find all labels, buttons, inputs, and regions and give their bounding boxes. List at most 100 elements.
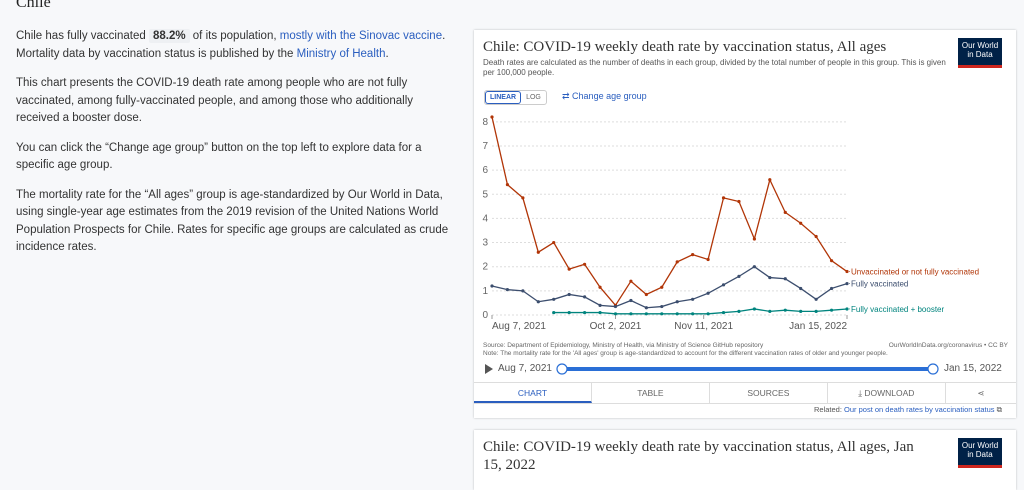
link[interactable]: Ministry of Health: [296, 47, 386, 60]
change-age-button[interactable]: ⇄ Change age group: [562, 91, 647, 101]
data-point: [521, 196, 525, 200]
heading: Chile: [16, 0, 51, 11]
data-point: [598, 310, 602, 315]
data-point: [691, 253, 695, 257]
data-point: [799, 309, 803, 313]
data-point: [567, 310, 571, 315]
data-point: [768, 178, 772, 182]
data-point: [829, 308, 834, 312]
data-point: [721, 283, 726, 287]
data-point: [629, 279, 633, 283]
source: Source: Department of Epidemiology, Mini…: [483, 342, 764, 349]
data-point: [814, 297, 818, 301]
y-tick-label: 8: [482, 117, 488, 128]
link[interactable]: mostly with the Sinovac vaccine: [279, 30, 443, 42]
data-point: [737, 274, 741, 278]
logo[interactable]: Our World in Data: [958, 38, 1002, 68]
timeline-slider[interactable]: [556, 363, 941, 375]
data-point: [552, 310, 556, 315]
y-tick-label: 7: [482, 141, 488, 152]
data-point: [706, 312, 710, 316]
data-point: [490, 115, 494, 119]
chart-card: Chile: COVID-19 weekly death rate by vac…: [474, 30, 1016, 418]
note: Note: The mortality rate for the 'All ag…: [483, 350, 888, 357]
data-point: [536, 300, 540, 304]
share-button[interactable]: ⋖: [977, 388, 985, 398]
chart-subtitle: Death rates are calculated as the number…: [483, 58, 946, 77]
data-point: [845, 269, 849, 274]
data-point: [567, 292, 571, 297]
tab[interactable]: CHART: [474, 383, 592, 403]
paragraph: Chile has fully vaccinated 88.2% of its …: [16, 28, 456, 63]
credit: OurWorldInData.org/coronavirus • CC BY: [888, 342, 1008, 349]
data-point: [598, 303, 602, 307]
tab[interactable]: SOURCES: [710, 383, 828, 403]
data-point: [629, 312, 633, 316]
label: Change age group: [572, 91, 647, 101]
text: Chile has fully vaccinated: [16, 30, 146, 42]
data-point: [521, 289, 525, 293]
data-point: [829, 286, 834, 291]
data-point: [660, 312, 664, 316]
data-point: [752, 307, 756, 311]
related: Related: Our post on death rates by vacc…: [814, 405, 1002, 414]
data-point: [552, 297, 556, 301]
series-label: Fully vaccinated + booster: [851, 305, 944, 314]
tabs: CHART TABLE SOURCES ⤓ DOWNLOAD ⋖: [474, 382, 1016, 404]
data-point: [691, 312, 695, 316]
data-point: [613, 312, 618, 316]
y-tick-label: 5: [482, 189, 488, 200]
data-point: [845, 307, 849, 311]
y-tick-label: 1: [482, 286, 488, 297]
data-point: [783, 308, 787, 312]
text: .: [385, 47, 389, 60]
series-label: Fully vaccinated: [851, 280, 908, 289]
play-button[interactable]: [484, 364, 494, 374]
logo-line: Our World: [961, 441, 999, 450]
y-tick-label: 4: [482, 213, 488, 224]
data-point: [706, 257, 710, 262]
data-point: [737, 309, 741, 313]
data-point: [644, 306, 648, 310]
data-point: [660, 304, 664, 309]
data-point: [799, 221, 803, 225]
paragraph: This chart presents the COVID-19 death r…: [16, 77, 414, 124]
data-point: [721, 310, 726, 315]
scale-button[interactable]: LINEAR: [485, 91, 521, 104]
scale-button[interactable]: LOG: [526, 94, 541, 101]
data-point: [845, 282, 849, 286]
paragraph: You can click the “Change age group” but…: [16, 141, 422, 172]
data-point: [583, 295, 587, 299]
data-point: [752, 237, 756, 241]
data-point: [490, 284, 494, 288]
tab[interactable]: TABLE: [592, 383, 710, 403]
data-point: [829, 259, 834, 263]
data-point: [768, 309, 772, 313]
x-tick-label: Aug 7, 2021: [492, 321, 546, 332]
timeline-end: Jan 15, 2022: [944, 363, 1002, 374]
data-point: [737, 199, 741, 204]
series-line: [491, 265, 848, 309]
logo[interactable]: Our World in Data: [958, 438, 1002, 468]
data-point: [660, 285, 664, 289]
y-tick-label: 6: [482, 165, 488, 176]
y-tick-label: 2: [482, 262, 488, 273]
data-point: [629, 298, 633, 303]
chart-card: Chile: COVID-19 weekly death rate by vac…: [474, 430, 1016, 490]
data-point: [675, 312, 679, 316]
logo-line: in Data: [967, 50, 993, 59]
chart-title: Chile: COVID-19 weekly death rate by vac…: [483, 39, 887, 55]
page: Chile Chile has fully vaccinated 88.2% o…: [16, 0, 1016, 473]
data-point: [583, 310, 587, 315]
x-tick-label: Nov 11, 2021: [674, 321, 733, 332]
text: of its population,: [192, 30, 277, 42]
data-point: [583, 262, 587, 266]
link[interactable]: Our post on death rates by vaccination s…: [844, 405, 995, 414]
series-line: [553, 308, 848, 315]
data-point: [783, 210, 787, 214]
tab[interactable]: ⤓ DOWNLOAD: [828, 383, 946, 403]
data-point: [721, 196, 726, 200]
data-point: [691, 297, 695, 301]
x-tick-label: Jan 15, 2022: [789, 321, 847, 332]
data-point: [644, 292, 648, 297]
